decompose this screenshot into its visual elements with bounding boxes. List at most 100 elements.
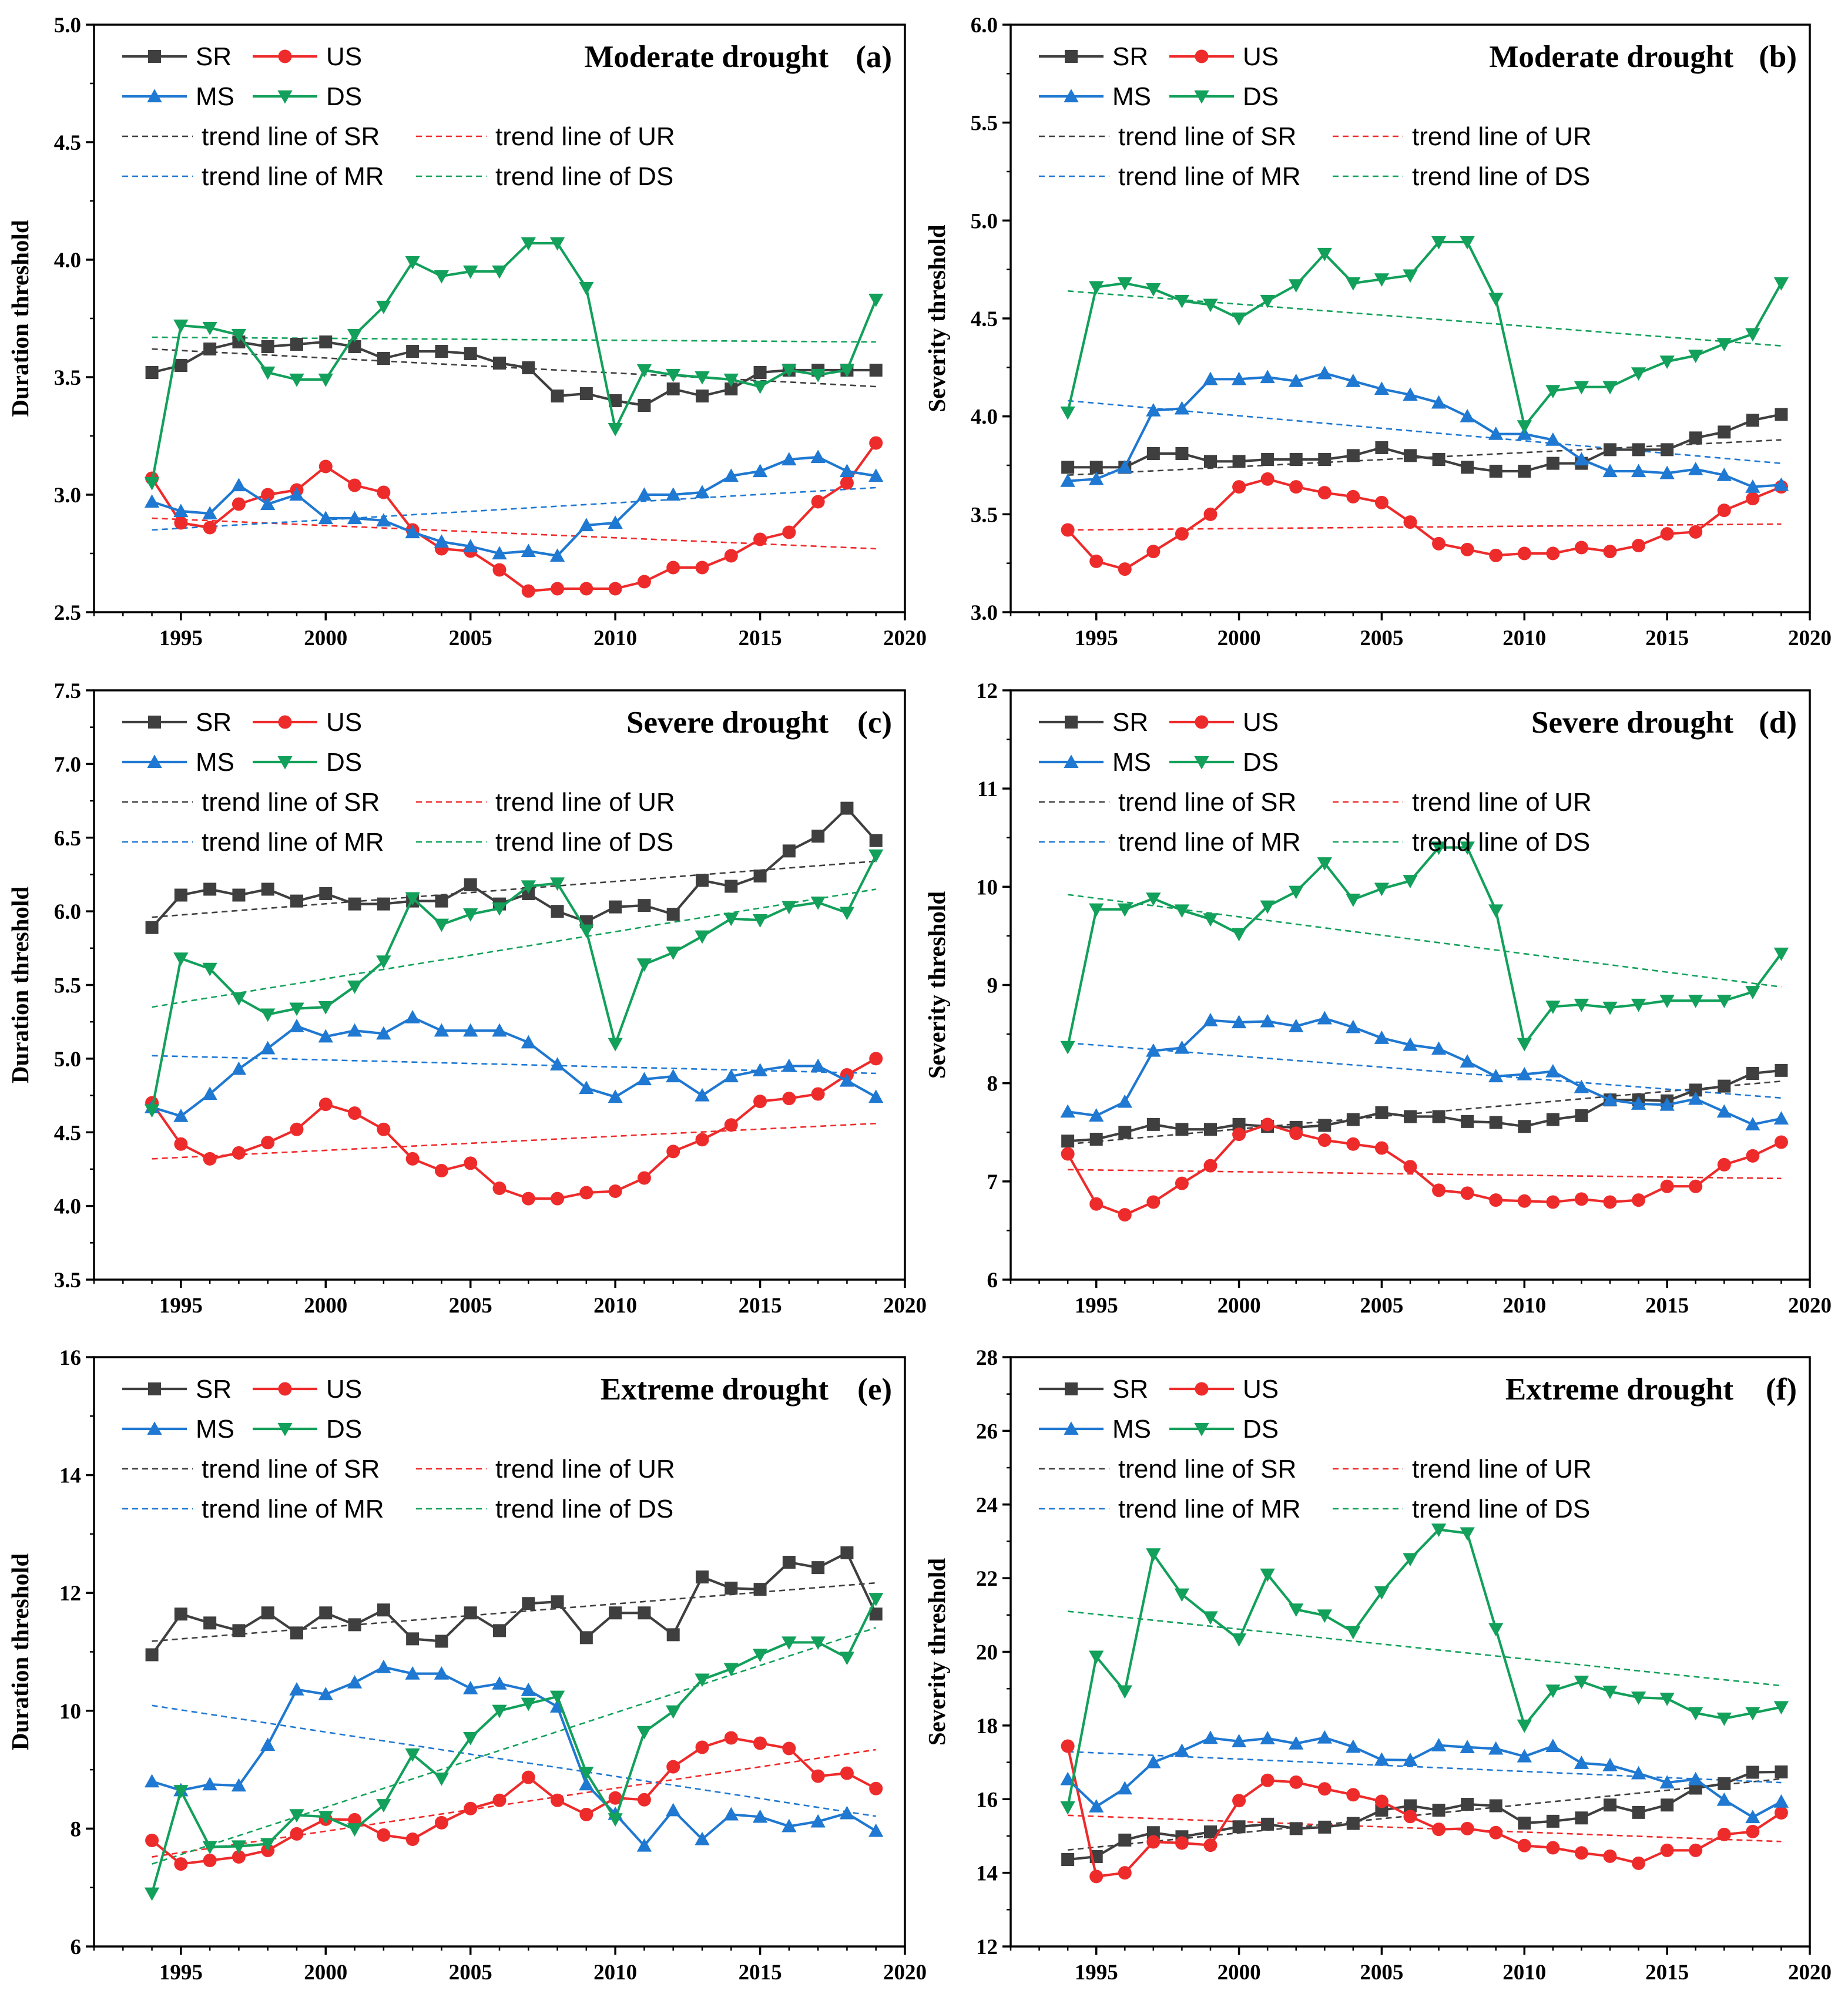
data-point-ds	[666, 947, 681, 960]
data-point-ds	[1431, 841, 1447, 855]
data-point-ms	[782, 452, 797, 466]
legend-marker-ms	[1064, 89, 1079, 103]
panel-label: (a)	[856, 40, 892, 74]
data-point-ms	[434, 534, 450, 548]
legend-trend-label: trend line of SR	[202, 1455, 380, 1484]
data-point-ms	[202, 506, 217, 520]
data-point-ms	[1203, 1013, 1218, 1026]
data-point-ds	[1231, 928, 1247, 942]
data-point-sr	[1432, 1804, 1445, 1817]
data-point-sr	[1089, 461, 1103, 474]
data-point-sr	[1718, 1777, 1731, 1790]
data-point-ms	[1488, 427, 1504, 440]
data-point-us	[1317, 1782, 1332, 1796]
data-point-ds	[405, 892, 420, 906]
data-point-us	[695, 560, 709, 575]
y-tick-label: 26	[976, 1419, 998, 1444]
data-point-sr	[811, 830, 825, 843]
data-point-sr	[1689, 431, 1702, 445]
data-point-ms	[579, 518, 594, 532]
data-point-us	[1432, 536, 1446, 551]
legend-label-us: US	[326, 42, 362, 71]
y-tick-label: 11	[977, 777, 998, 801]
legend: SR US MS DS trend line of SR trend line of UR…	[122, 1375, 675, 1523]
data-point-us	[290, 1827, 304, 1841]
y-tick-label: 8	[987, 1072, 998, 1096]
data-point-us	[782, 1092, 796, 1106]
data-point-us	[1489, 1825, 1503, 1840]
data-point-ms	[376, 513, 391, 527]
data-point-sr	[435, 1634, 448, 1648]
data-point-us	[1232, 1127, 1246, 1142]
data-point-ds	[608, 1038, 623, 1052]
data-point-us	[1203, 507, 1218, 521]
data-point-ms	[1688, 1771, 1703, 1785]
data-point-us	[1346, 489, 1360, 504]
y-tick-label: 18	[976, 1714, 998, 1738]
data-point-ds	[868, 849, 884, 863]
series-line-ds	[150, 854, 877, 1111]
data-point-ds	[1659, 995, 1675, 1008]
x-tick-label: 2015	[1645, 1294, 1689, 1318]
data-point-sr	[1461, 1115, 1474, 1128]
data-point-us	[1374, 1141, 1388, 1155]
data-point-ms	[1574, 1079, 1589, 1093]
data-point-sr	[551, 905, 564, 918]
data-point-ds	[318, 1001, 333, 1015]
y-tick-label: 16	[976, 1788, 998, 1812]
panel-label: (c)	[857, 706, 892, 740]
panel-title: Severe drought	[1531, 706, 1733, 740]
data-point-ds	[1174, 294, 1190, 308]
data-point-ds	[231, 992, 247, 1006]
data-point-ds	[1688, 995, 1703, 1008]
data-point-sr	[782, 1556, 796, 1569]
data-point-ds	[1517, 420, 1532, 434]
data-point-ds	[173, 1785, 189, 1798]
data-point-sr	[348, 1618, 361, 1632]
data-point-sr	[1575, 1109, 1588, 1122]
legend-trend-label: trend line of MR	[202, 1495, 384, 1523]
legend-marker-ds	[277, 756, 293, 770]
data-point-ds	[405, 256, 420, 270]
data-point-sr	[1546, 1113, 1559, 1126]
data-point-ds	[173, 952, 189, 966]
legend-marker-sr	[1065, 50, 1078, 63]
data-point-us	[1489, 1193, 1503, 1207]
data-point-sr	[232, 1624, 246, 1637]
legend-label-ms: MS	[1112, 82, 1151, 111]
data-point-ms	[202, 1777, 217, 1791]
data-point-us	[1460, 1186, 1474, 1200]
y-tick-label: 7.5	[54, 679, 81, 703]
data-point-sr	[1318, 1820, 1332, 1834]
data-point-ds	[868, 293, 884, 307]
data-point-us	[1774, 1805, 1788, 1820]
data-point-ms	[1374, 381, 1390, 395]
data-point-sr	[725, 382, 738, 395]
data-point-ds	[1545, 385, 1561, 398]
data-point-ms	[1231, 1015, 1247, 1029]
data-point-ms	[376, 1659, 391, 1673]
data-point-sr	[1346, 1817, 1360, 1830]
data-point-ds	[1773, 1701, 1789, 1715]
data-point-ms	[347, 511, 363, 525]
data-point-us	[1146, 1835, 1161, 1849]
y-tick-label: 8	[71, 1817, 82, 1841]
data-point-sr	[1346, 449, 1360, 462]
data-point-us	[521, 1192, 535, 1206]
panel-label: (d)	[1759, 706, 1797, 740]
data-point-us	[1175, 1176, 1189, 1190]
data-point-ms	[1745, 1117, 1760, 1130]
data-point-sr	[493, 357, 506, 370]
data-point-sr	[1604, 443, 1616, 457]
data-point-ds	[376, 1799, 391, 1813]
data-point-ds	[1488, 904, 1504, 918]
data-point-ds	[1659, 1692, 1675, 1706]
data-point-sr	[1546, 457, 1559, 470]
y-tick-label: 6	[987, 1268, 998, 1293]
y-tick-label: 28	[976, 1346, 998, 1370]
legend-trend-label: trend line of MR	[1118, 162, 1301, 191]
data-point-us	[1632, 1193, 1646, 1207]
data-point-us	[1374, 495, 1388, 509]
data-point-us	[232, 497, 246, 511]
panel-a: 1995 2000 2005 2010 2015 2020 2.5 3.0 3.5 4.0 4.5 5…	[6, 14, 927, 650]
